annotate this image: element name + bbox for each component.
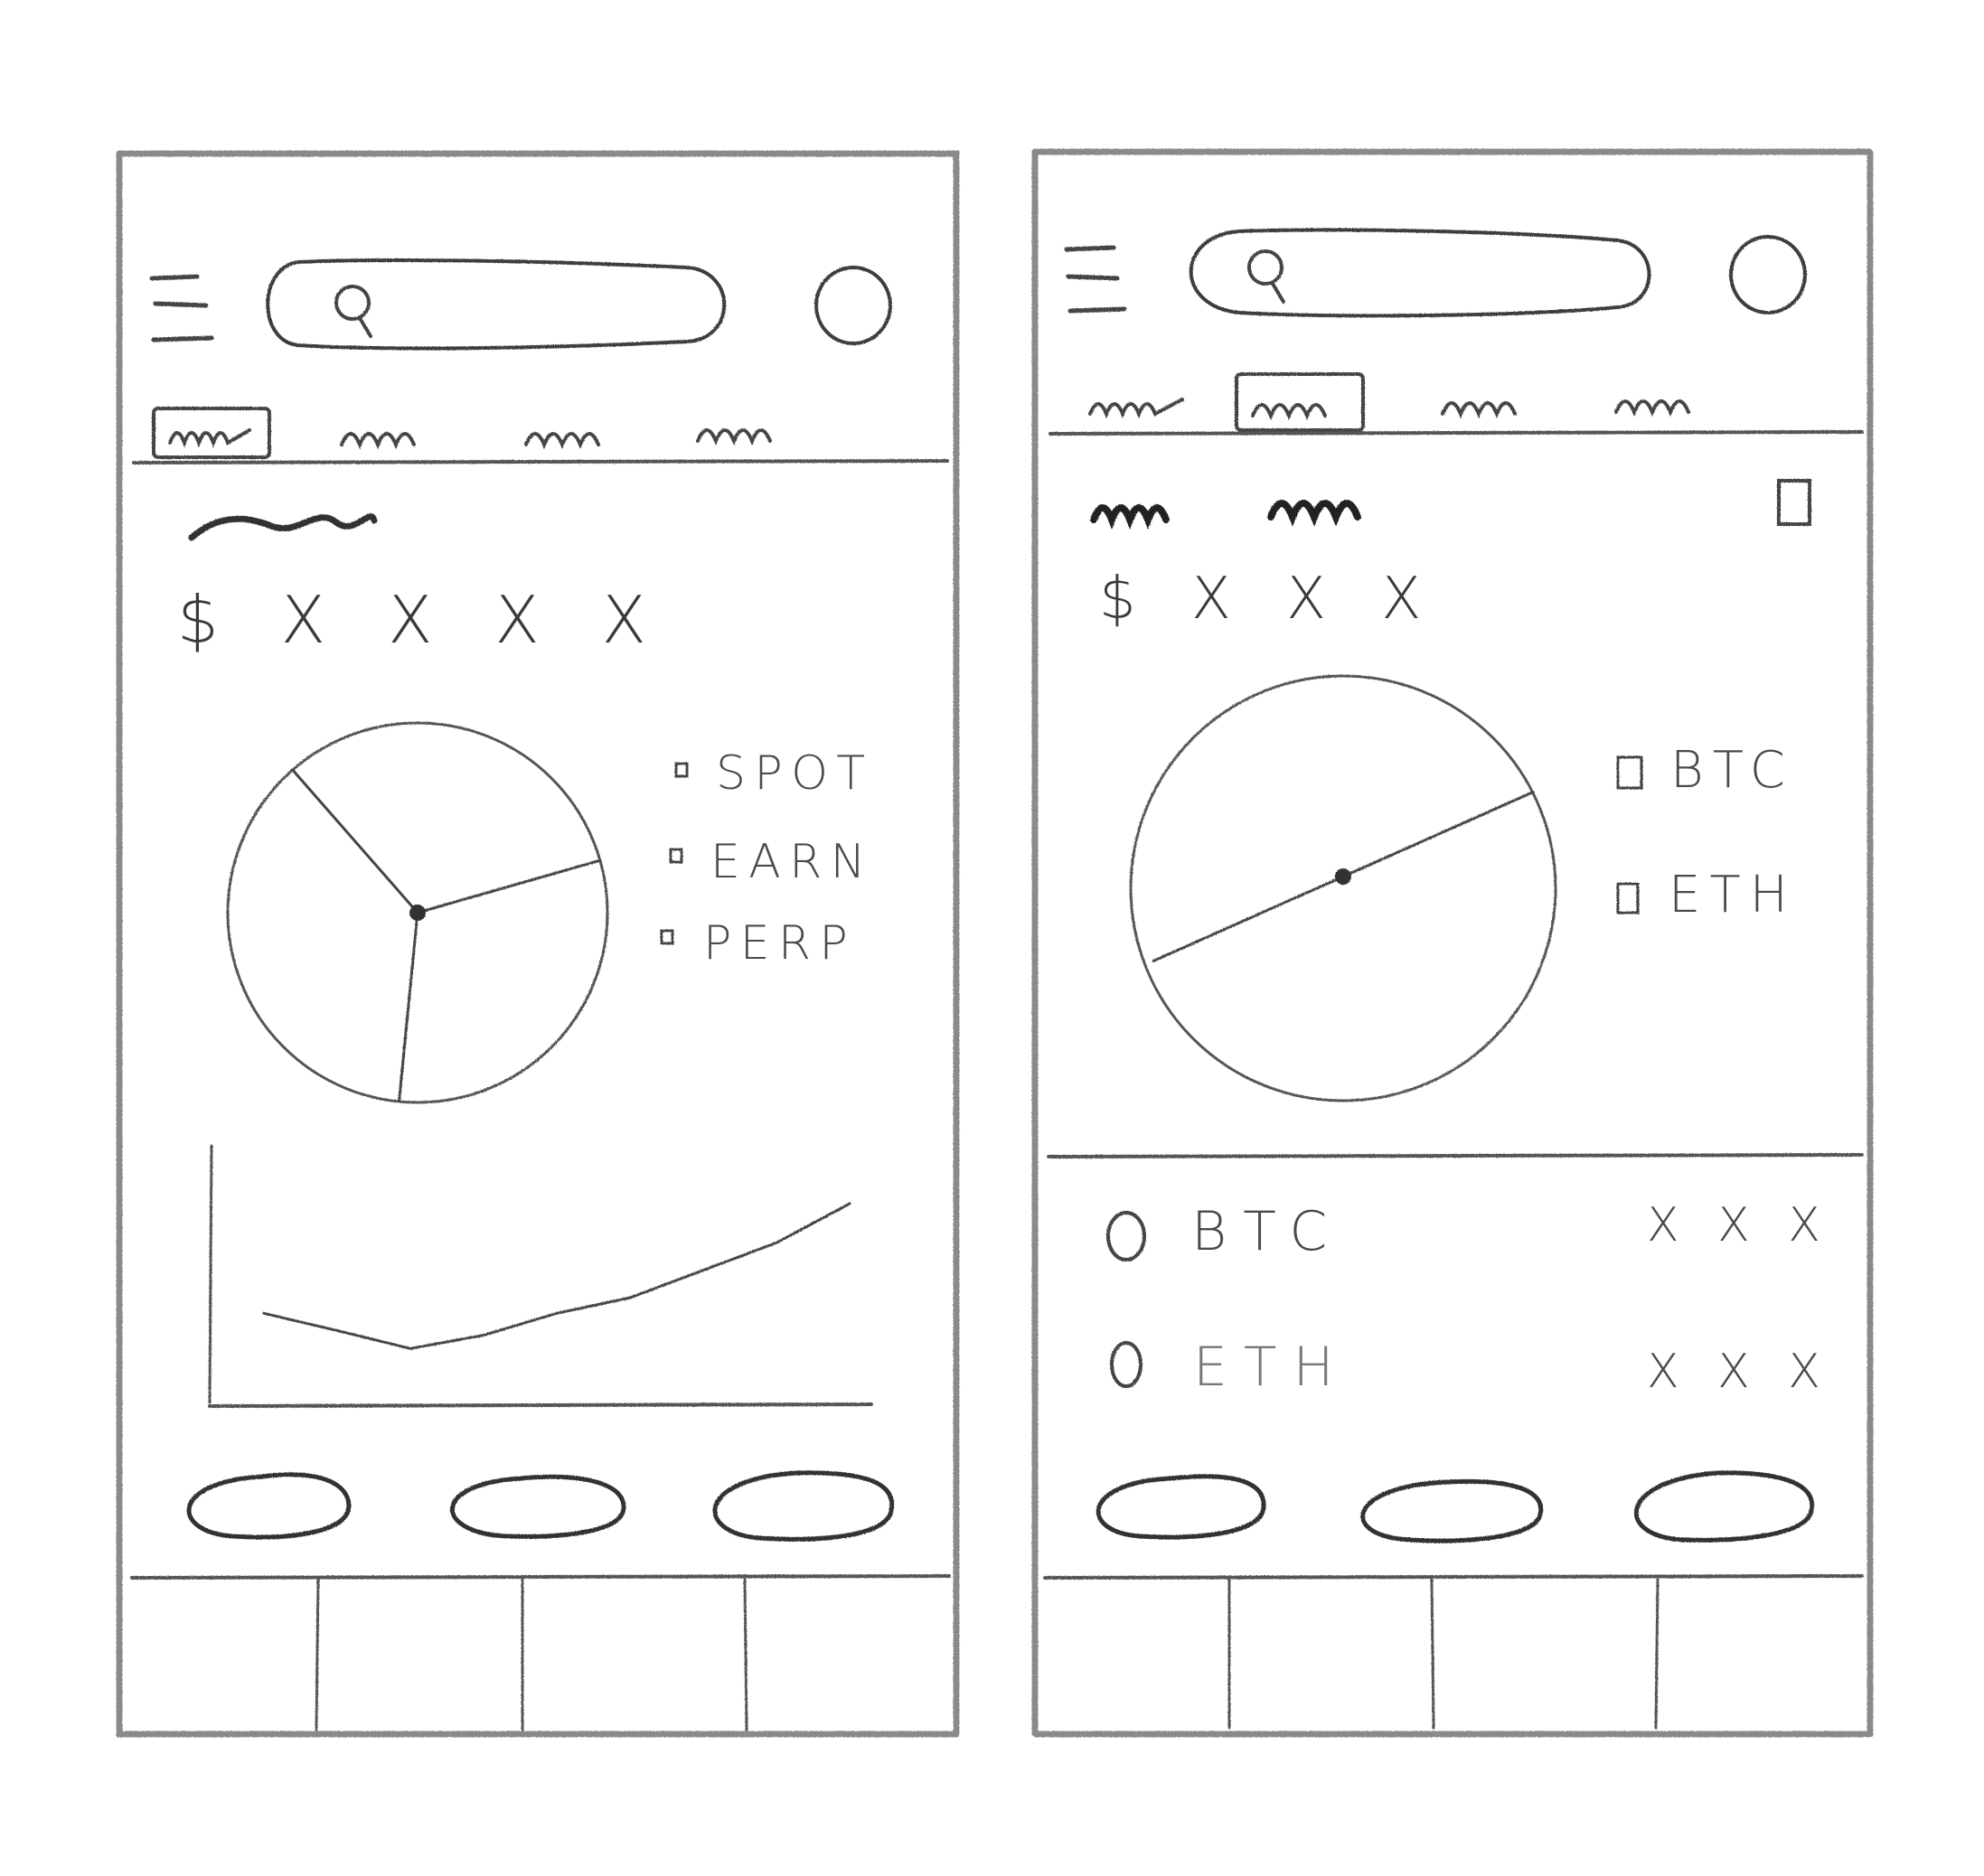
legend-box-eth — [1616, 882, 1640, 915]
left-legend-label-earn: EARN — [710, 835, 874, 889]
left-tab-2 — [340, 432, 416, 450]
right-balance-amount: $ X X X — [1099, 566, 1440, 633]
right-legend-label-eth: ETH — [1669, 866, 1797, 924]
left-bottom-nav-divider — [130, 1574, 951, 1580]
left-section-heading-scribble — [188, 513, 378, 541]
holding-icon-btc — [1106, 1211, 1146, 1262]
left-hamburger-icon[interactable] — [149, 274, 214, 342]
right-filter-box-icon[interactable] — [1777, 479, 1811, 526]
right-profile-circle-icon[interactable] — [1729, 235, 1807, 314]
right-phone-frame — [1031, 148, 1874, 1738]
holding-icon-eth — [1110, 1341, 1142, 1388]
legend-box-earn — [669, 848, 683, 864]
right-legend-label-btc: BTC — [1670, 741, 1794, 800]
holding-value-btc: X X X — [1647, 1198, 1832, 1252]
right-heading-scribbles — [1090, 500, 1361, 530]
left-search-bar[interactable] — [266, 258, 727, 351]
left-pie-slice-3-boundary — [291, 768, 419, 915]
right-tab-selected-box — [1235, 372, 1365, 432]
left-legend-label-perp: PERP — [703, 916, 857, 971]
left-chart-series-line — [262, 1202, 851, 1350]
left-phone-frame — [116, 150, 960, 1738]
holding-name-btc: BTC — [1191, 1200, 1344, 1263]
left-action-buttons — [186, 1470, 895, 1542]
right-action-button-2[interactable] — [1360, 1478, 1544, 1543]
holding-value-eth: X X X — [1647, 1345, 1832, 1399]
right-tab-squiggles — [1088, 398, 1690, 421]
right-search-icon — [1247, 249, 1285, 304]
left-action-button-1[interactable] — [186, 1472, 352, 1540]
right-action-buttons — [1095, 1470, 1815, 1543]
right-tab-2 — [1251, 403, 1327, 421]
right-search-bar[interactable] — [1189, 228, 1651, 318]
left-search-icon — [334, 285, 372, 338]
right-heading-scribble-2 — [1267, 500, 1361, 527]
left-action-button-2[interactable] — [450, 1474, 626, 1539]
legend-box-perp — [660, 929, 674, 945]
left-chart-x-axis — [208, 1402, 873, 1408]
right-pie-outline — [1129, 674, 1557, 1102]
left-tab-3 — [524, 432, 600, 450]
left-header-divider — [132, 459, 949, 464]
left-line-chart — [208, 1144, 873, 1408]
left-profile-circle-icon[interactable] — [814, 266, 892, 345]
right-tab-4 — [1614, 399, 1690, 417]
right-bottom-nav — [1043, 1574, 1864, 1730]
left-pie-outline — [226, 721, 609, 1104]
left-phone-wireframe — [116, 150, 960, 1738]
left-balance-amount: $ X X X X — [177, 582, 668, 658]
right-phone-wireframe — [1031, 148, 1874, 1738]
legend-box-btc — [1616, 755, 1643, 790]
holding-row-eth[interactable] — [1085, 1325, 1835, 1415]
left-legend-boxes — [660, 762, 689, 945]
left-tab-1 — [168, 428, 251, 448]
right-tab-1 — [1088, 398, 1184, 419]
right-legend-boxes — [1616, 755, 1643, 915]
right-action-button-1[interactable] — [1095, 1474, 1266, 1540]
right-holding-icons — [1106, 1211, 1146, 1388]
right-pie-slice-2-boundary — [1152, 875, 1345, 962]
right-bottom-nav-divider — [1043, 1574, 1864, 1580]
right-heading-scribble-1 — [1090, 504, 1170, 530]
right-pie-center — [1335, 868, 1351, 885]
right-header-divider — [1048, 430, 1864, 436]
left-chart-y-axis — [208, 1144, 213, 1404]
right-allocation-pie — [1129, 674, 1557, 1102]
right-section-divider — [1047, 1153, 1864, 1158]
left-pie-slice-1-boundary — [416, 858, 602, 915]
left-tab-selected-box — [152, 407, 271, 459]
holding-name-eth: ETH — [1193, 1336, 1350, 1399]
holding-row-btc[interactable] — [1085, 1193, 1835, 1283]
left-tab-squiggles — [168, 428, 772, 450]
left-pie-slice-2-boundary — [398, 911, 419, 1103]
right-tab-3 — [1441, 401, 1517, 419]
right-action-button-3[interactable] — [1633, 1470, 1815, 1543]
left-pie-center — [409, 905, 426, 921]
left-tab-4 — [696, 428, 772, 446]
left-legend-label-spot: SPOT — [716, 746, 874, 801]
right-hamburger-icon[interactable] — [1064, 245, 1127, 314]
left-allocation-pie — [226, 721, 609, 1104]
left-bottom-nav — [130, 1574, 951, 1731]
legend-box-spot — [674, 762, 689, 778]
right-pie-slice-1-boundary — [1341, 791, 1535, 878]
left-action-button-3[interactable] — [712, 1470, 895, 1542]
